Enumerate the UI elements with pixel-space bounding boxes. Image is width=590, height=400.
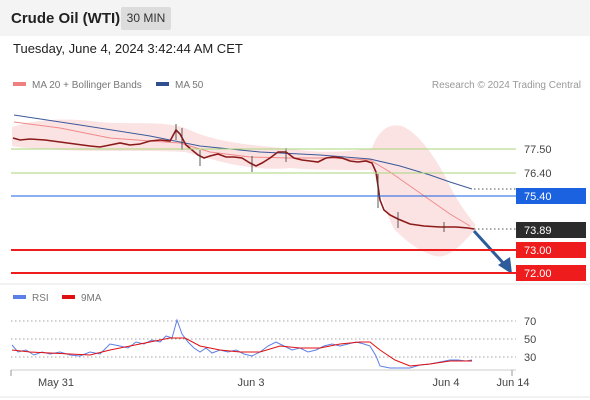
chart-header: Crude Oil (WTI) 30 MIN [0,0,590,36]
rsi-line [11,318,473,369]
time-axis: May 31 Jun 3 Jun 4 Jun 14 [10,369,530,389]
level-label: 75.40 [524,191,552,203]
copyright-text: Research © 2024 Trading Central [431,80,581,91]
ma50-legend: MA 50 [156,80,203,91]
price-line [12,128,475,230]
rsi-ma-legend: 9MA [62,293,102,304]
rsi-level-30: 30 [524,352,536,364]
x-tick-label: Jun 3 [238,377,265,389]
ma50-swatch [156,82,169,87]
x-tick-label: Jun 14 [496,377,529,389]
forecast-arrow-line [472,229,507,267]
level-77-50: 77.50 [11,144,552,156]
rsi-ma-line [11,337,472,367]
ma50-line [13,114,473,190]
level-label: 73.00 [524,245,552,257]
price-wicks [175,124,445,232]
level-73-89: 73.89 [474,222,586,238]
level-76-40: 76.40 [11,168,552,180]
timestamp: Tuesday, June 4, 2024 3:42:44 AM CET [13,41,243,56]
level-label: 77.50 [524,144,552,156]
rsi-level-50: 50 [524,334,536,346]
x-tick-label: May 31 [38,377,74,389]
rsi-level-70: 70 [524,316,536,328]
rsi-panel: 70 50 30 [11,316,536,369]
rsi-ma-legend-label: 9MA [81,293,102,304]
x-tick-label: Jun 4 [433,377,460,389]
interval-badge[interactable]: 30 MIN [121,7,171,30]
ma50-legend-label: MA 50 [175,80,204,91]
level-73-00: 73.00 [11,242,586,258]
level-label: 76.40 [524,168,552,180]
bollinger-band [12,119,475,257]
level-label: 73.89 [524,225,552,237]
ma20-swatch [13,82,26,87]
instrument-title: Crude Oil (WTI) [11,10,121,27]
level-75-40: 75.40 [11,188,586,204]
rsi-legend: RSI [13,293,49,304]
level-label: 72.00 [524,268,552,280]
forecast-arrow-head [498,257,512,274]
ma20-line [13,121,471,227]
ma20-legend: MA 20 + Bollinger Bands [13,80,142,91]
level-72-00: 72.00 [11,265,586,281]
rsi-legend-label: RSI [32,293,49,304]
ma20-legend-label: MA 20 + Bollinger Bands [32,80,142,91]
rsi-ma-swatch [62,295,75,300]
rsi-swatch [13,295,26,300]
